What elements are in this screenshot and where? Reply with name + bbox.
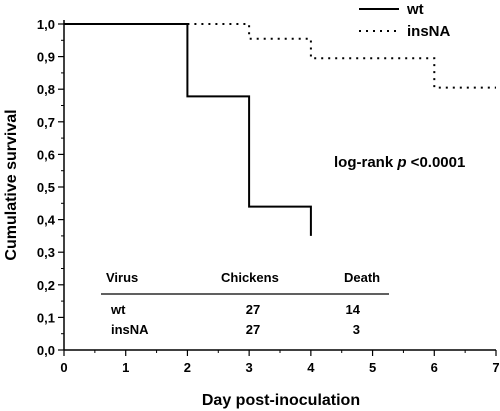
x-tick-label: 2 <box>184 360 191 375</box>
y-tick-label: 1,0 <box>37 17 55 32</box>
table-header-virus: Virus <box>106 270 138 285</box>
x-axis-title: Day post-inoculation <box>202 392 360 409</box>
annotation-suffix: <0.0001 <box>407 154 466 171</box>
legend-label-insna: insNA <box>407 23 451 40</box>
y-tick-label: 0,6 <box>37 147 55 162</box>
table-cell-insna-virus: insNA <box>111 322 149 337</box>
y-tick-label: 0,2 <box>37 278 55 293</box>
legend: wt insNA <box>359 1 451 40</box>
series-line-wt <box>64 23 312 236</box>
series-line-insna <box>187 23 496 89</box>
log-rank-annotation: log-rank p <0.0001 <box>334 154 465 171</box>
table-header-death: Death <box>344 270 380 285</box>
y-tick-label: 0,0 <box>37 343 55 358</box>
table-cell-insna-chickens: 27 <box>246 322 260 337</box>
table-cell-wt-chickens: 27 <box>246 302 260 317</box>
y-tick-label: 0,7 <box>37 115 55 130</box>
x-tick-label: 0 <box>60 360 67 375</box>
table-cell-wt-virus: wt <box>110 302 126 317</box>
y-tick-label: 0,1 <box>37 310 55 325</box>
axes <box>63 20 496 351</box>
legend-label-wt: wt <box>406 1 424 18</box>
annotation-prefix: log-rank <box>334 154 397 171</box>
x-tick-labels: 0 1 2 3 4 5 6 7 <box>60 360 499 375</box>
y-tick-label: 0,8 <box>37 82 55 97</box>
y-tick-label: 0,9 <box>37 50 55 65</box>
x-tick-label: 3 <box>246 360 253 375</box>
y-tick-labels: 0,0 0,1 0,2 0,3 0,4 0,5 0,6 0,7 0,8 0,9 1,0 <box>37 17 56 358</box>
y-tick-label: 0,4 <box>37 213 56 228</box>
table-header-chickens: Chickens <box>221 270 279 285</box>
y-tick-label: 0,3 <box>37 245 55 260</box>
y-axis-title: Cumulative survival <box>3 109 20 260</box>
x-tick-label: 7 <box>492 360 499 375</box>
tick-marks <box>58 23 497 356</box>
x-tick-label: 4 <box>307 360 315 375</box>
annotation-p: p <box>396 154 406 171</box>
table-cell-insna-death: 3 <box>353 322 360 337</box>
x-tick-label: 6 <box>431 360 438 375</box>
inset-table: Virus Chickens Death wt 27 14 insNA 27 3 <box>101 270 389 337</box>
y-tick-label: 0,5 <box>37 180 55 195</box>
x-tick-label: 5 <box>369 360 376 375</box>
series-lines <box>64 23 496 236</box>
table-cell-wt-death: 14 <box>346 302 361 317</box>
x-tick-label: 1 <box>122 360 129 375</box>
